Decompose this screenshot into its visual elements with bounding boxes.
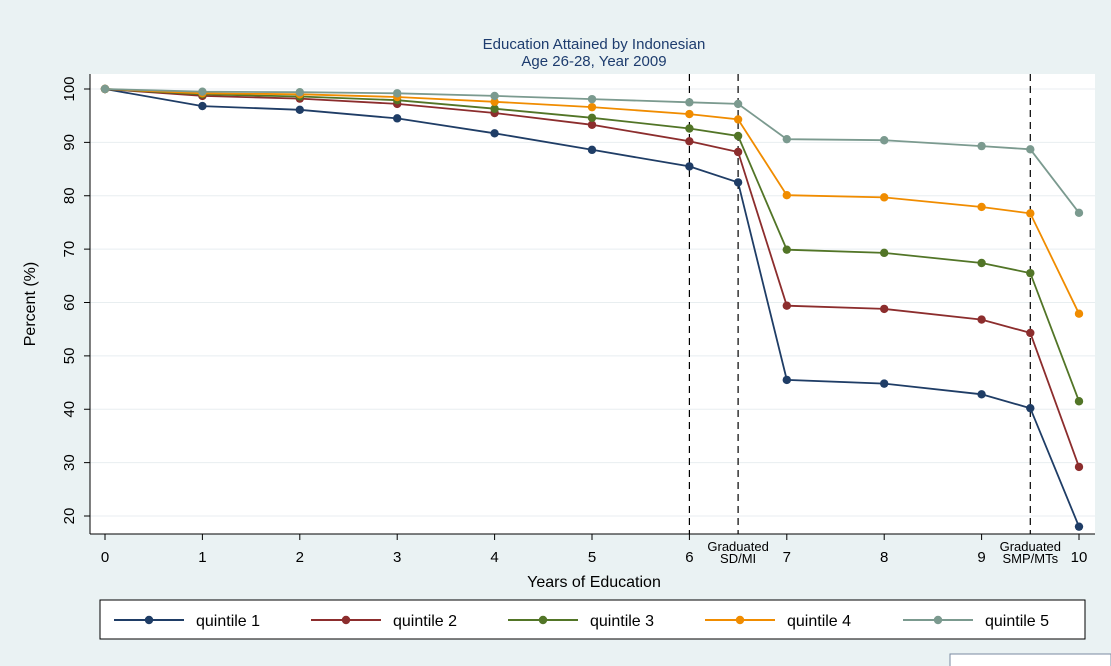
- data-point: [295, 105, 304, 115]
- marker-annotation: Graduated: [1000, 539, 1061, 554]
- data-point: [685, 162, 694, 171]
- data-point: [393, 89, 402, 98]
- data-point: [295, 88, 304, 97]
- x-tick-label: 1: [198, 549, 206, 566]
- data-point: [1074, 522, 1084, 531]
- legend-label: quintile 5: [985, 613, 1049, 630]
- legend-label: quintile 1: [196, 613, 260, 630]
- data-point: [880, 304, 889, 314]
- data-point: [685, 109, 694, 119]
- data-point: [587, 145, 597, 155]
- marker-annotation: SMP/MTs: [1002, 551, 1058, 566]
- series-lines: [100, 84, 1084, 531]
- data-point: [733, 178, 743, 187]
- data-point: [587, 102, 597, 112]
- data-point: [393, 114, 402, 123]
- x-axis-title: Years of Education: [527, 574, 661, 591]
- data-point: [880, 248, 889, 258]
- x-tick-label: 5: [588, 549, 596, 566]
- x-tick-label: 10: [1071, 549, 1088, 566]
- y-tick-label: 100: [61, 76, 78, 101]
- data-point: [685, 124, 694, 133]
- data-point: [685, 137, 694, 146]
- legend-swatch-marker: [341, 615, 351, 625]
- data-point: [977, 141, 986, 151]
- data-point: [1026, 209, 1035, 218]
- data-point: [733, 115, 743, 124]
- y-axis-title: Percent (%): [22, 262, 39, 346]
- data-point: [1074, 397, 1084, 406]
- data-point: [782, 134, 791, 144]
- legend-swatch-marker: [735, 615, 745, 625]
- legend: quintile 1 quintile 2 quintile 3 quintile 4…: [114, 613, 1049, 630]
- legend-label: quintile 2: [393, 613, 457, 630]
- y-tick-label: 60: [61, 294, 78, 311]
- data-point: [977, 202, 986, 212]
- chart-title: Education Attained by Indonesian: [483, 36, 706, 53]
- y-tick-label: 50: [61, 348, 78, 365]
- data-point: [490, 97, 499, 107]
- x-ticks: 0 1 2 3 4 5 6 7 8 9 10: [101, 534, 1088, 566]
- data-point: [782, 191, 791, 200]
- data-point: [733, 147, 743, 157]
- legend-swatch-marker: [144, 615, 154, 625]
- x-tick-label: 9: [977, 549, 985, 566]
- x-tick-label: 8: [880, 549, 888, 566]
- y-ticks: 20 30 40 50 60 70 80 90 100: [61, 76, 90, 524]
- data-point: [490, 129, 499, 138]
- x-tick-label: 0: [101, 549, 109, 566]
- data-point: [1026, 145, 1035, 154]
- data-point: [685, 98, 694, 107]
- data-point: [880, 193, 889, 202]
- data-point: [1026, 328, 1035, 338]
- data-point: [733, 131, 743, 141]
- data-point: [490, 104, 499, 113]
- y-tick-label: 90: [61, 134, 78, 151]
- data-point: [1026, 403, 1035, 413]
- data-point: [782, 375, 791, 385]
- x-tick-label: 2: [296, 549, 304, 566]
- data-point: [880, 136, 889, 145]
- y-tick-label: 30: [61, 454, 78, 471]
- marker-annotation: Graduated: [707, 539, 768, 554]
- data-point: [977, 258, 986, 268]
- blank-badge: [949, 653, 1111, 666]
- gridlines: [90, 88, 1095, 517]
- data-point: [587, 120, 597, 129]
- data-point: [1074, 462, 1084, 472]
- data-point: [782, 301, 791, 310]
- y-tick-label: 80: [61, 187, 78, 204]
- x-tick-label: 4: [490, 549, 498, 566]
- y-tick-label: 40: [61, 401, 78, 418]
- data-point: [1074, 208, 1084, 218]
- data-point: [490, 91, 499, 101]
- y-tick-label: 70: [61, 241, 78, 258]
- chart-subtitle: Age 26-28, Year 2009: [521, 53, 666, 70]
- data-point: [587, 94, 597, 104]
- legend-label: quintile 4: [787, 613, 851, 630]
- data-point: [733, 99, 743, 109]
- data-point: [198, 87, 207, 96]
- marker-annotation: SD/MI: [720, 551, 756, 566]
- data-point: [198, 101, 207, 111]
- legend-label: quintile 3: [590, 613, 654, 630]
- data-point: [1026, 268, 1035, 278]
- data-point: [977, 390, 986, 399]
- x-tick-label: 3: [393, 549, 401, 566]
- data-point: [977, 315, 986, 324]
- x-tick-label: 6: [685, 549, 693, 566]
- y-tick-label: 20: [61, 508, 78, 525]
- data-point: [100, 84, 110, 94]
- legend-swatch-marker: [538, 615, 548, 625]
- data-point: [1074, 309, 1084, 318]
- legend-swatch-marker: [933, 615, 943, 625]
- data-point: [880, 379, 889, 388]
- data-point: [782, 245, 791, 254]
- data-point: [587, 113, 597, 123]
- x-tick-label: 7: [783, 549, 791, 566]
